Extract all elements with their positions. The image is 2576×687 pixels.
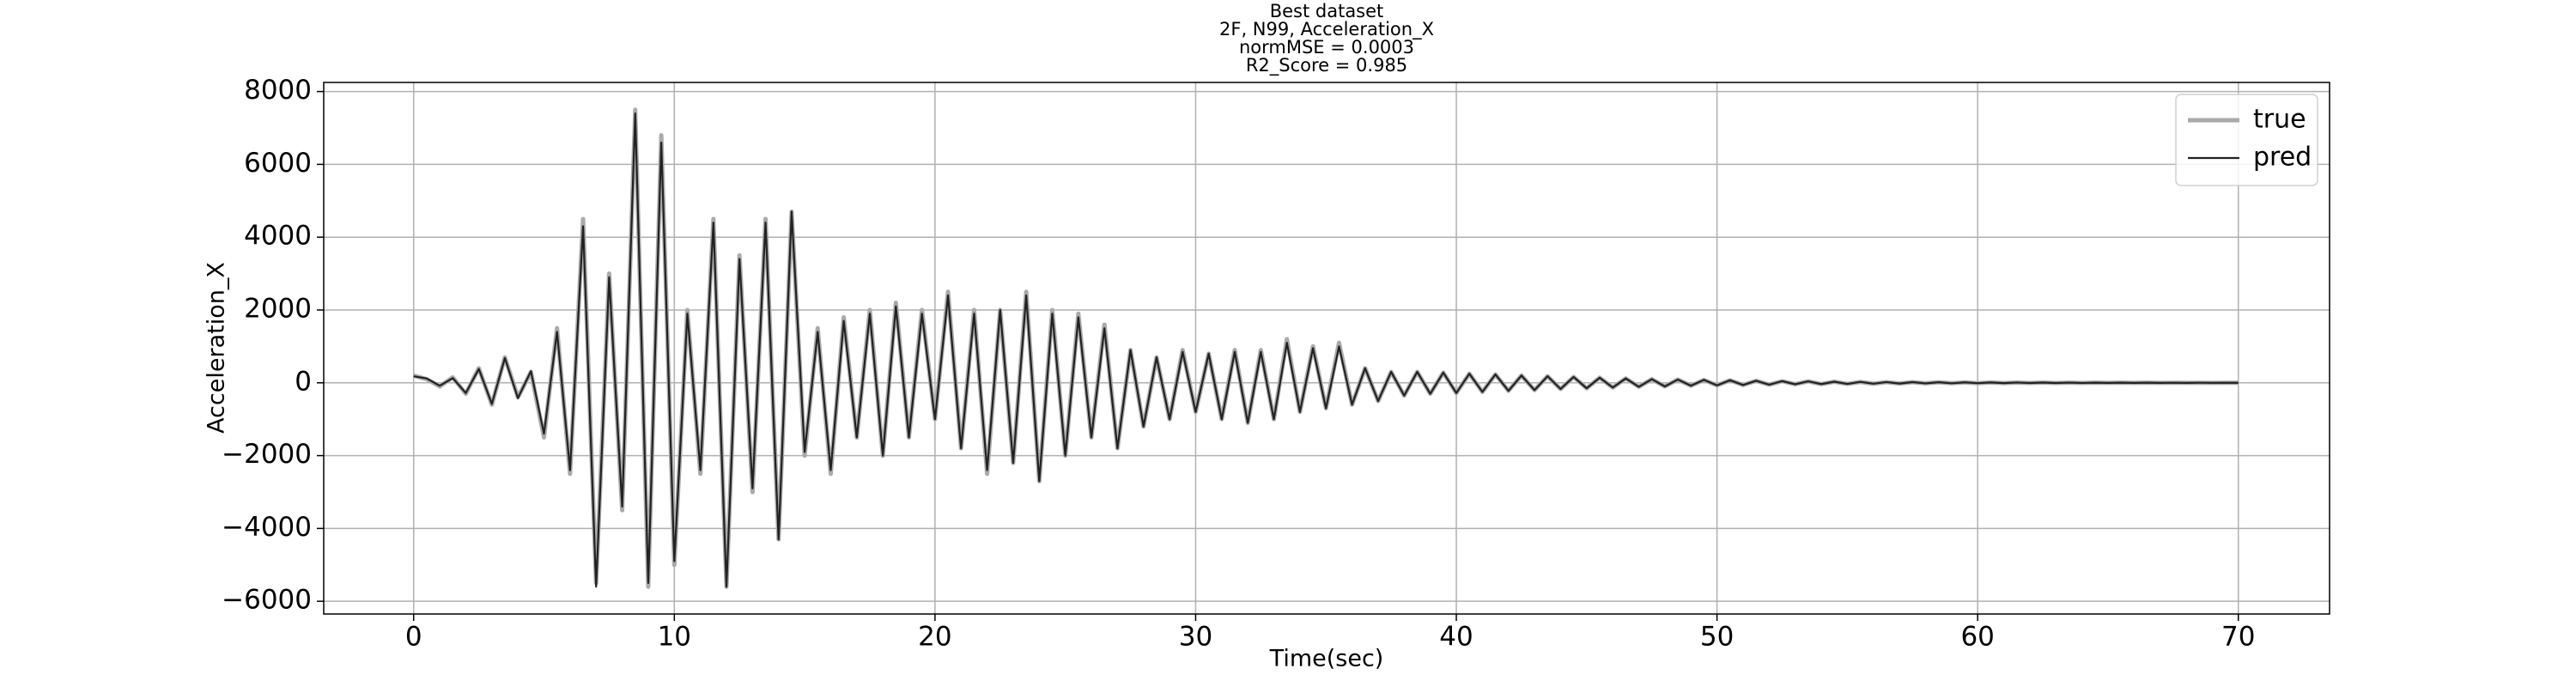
x-tick-label: 10 (658, 622, 691, 653)
line-series (413, 112, 2239, 588)
y-tick-label: −6000 (222, 585, 312, 616)
legend-box (2175, 94, 2318, 186)
legend-label: pred (2253, 143, 2312, 173)
legend-label: true (2253, 105, 2306, 135)
y-tick-label: 8000 (244, 75, 312, 106)
y-tick-label: −2000 (222, 439, 312, 470)
plot-frame (323, 82, 2330, 615)
x-tick-label: 0 (405, 622, 422, 653)
x-tick-label: 40 (1439, 622, 1473, 653)
chart-title: 2F, N99, Acceleration_X (1219, 19, 1434, 40)
x-tick-label: 30 (1179, 622, 1212, 653)
y-tick-label: 4000 (244, 221, 312, 252)
y-axis-label: Acceleration_X (204, 262, 230, 434)
chart-title: Best dataset (1270, 1, 1384, 21)
y-tick-label: 2000 (244, 293, 312, 324)
x-tick-label: 50 (1700, 622, 1734, 653)
x-axis-label: Time(sec) (1269, 646, 1384, 672)
chart-title: R2_Score = 0.985 (1246, 55, 1407, 76)
y-tick-label: 0 (295, 366, 312, 397)
x-tick-label: 20 (918, 622, 951, 653)
line-series (413, 107, 2239, 589)
x-tick-label: 60 (1960, 622, 1994, 653)
chart-title: normMSE = 0.0003 (1239, 37, 1414, 58)
x-tick-label: 70 (2221, 622, 2255, 653)
y-tick-label: 6000 (244, 148, 312, 179)
y-tick-label: −4000 (222, 512, 312, 543)
